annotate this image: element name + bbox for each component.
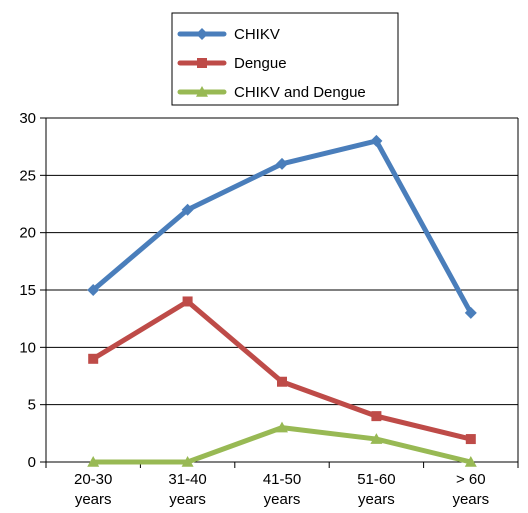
x-tick-label: years [75,491,112,508]
y-tick-label: 10 [19,339,36,356]
x-tick-label: 51-60 [357,471,395,488]
data-point-chikv [370,134,383,147]
legend-label: CHIKV and Dengue [234,84,366,101]
data-point-dengue [465,434,476,445]
y-tick-label: 25 [19,167,36,184]
data-point-chikv [181,203,194,216]
legend-item-chikv: CHIKV [177,26,280,43]
data-point-chikv [87,284,100,296]
series-line-dengue [90,298,474,442]
x-tick-label: years [264,491,301,508]
series-chikv [87,134,477,319]
x-tick-label: years [358,491,395,508]
x-tick-label: years [169,491,206,508]
data-point-chikv-and-dengue [87,456,100,467]
data-point-chikv-and-dengue [276,421,288,433]
series-chikv-and-dengue [87,421,477,467]
x-axis-ticks: 20-30 years 31-40 years 41-50 years 51-60 years… [45,462,519,508]
legend: CHIKV Dengue CHIKV and Dengue [171,12,399,106]
series-dengue [88,296,476,445]
data-point-chikv-and-dengue [464,456,477,467]
legend-swatch-marker [197,58,207,68]
x-tick-label: years [452,491,489,508]
legend-label: Dengue [234,55,287,72]
data-point-chikv-and-dengue [370,433,383,444]
y-tick-label: 0 [28,454,36,471]
y-tick-label: 5 [28,397,36,414]
data-point-dengue [277,376,287,387]
x-tick-label: > 60 [456,471,486,488]
data-point-dengue [371,411,382,422]
x-tick-label: 20-30 [74,471,112,488]
y-tick-label: 15 [19,282,36,299]
series-layer [87,134,477,467]
y-tick-label: 20 [19,225,36,242]
data-point-dengue [182,296,193,307]
x-tick-label: 31-40 [168,471,206,488]
legend-swatch-marker [196,86,208,97]
legend-item-dengue: Dengue [177,55,287,72]
data-point-chikv [276,157,288,170]
x-tick-label: 41-50 [263,471,301,488]
legend-swatch-marker [196,28,208,40]
legend-label: CHIKV [234,26,280,43]
y-axis-ticks: 0 5 10 15 20 25 30 [19,110,46,471]
data-point-chikv-and-dengue [181,456,194,467]
series-line-chikv-and-dengue [90,425,474,465]
y-tick-label: 30 [19,110,36,127]
data-point-dengue [88,353,99,364]
data-point-chikv [464,306,477,319]
legend-item-chikv-and-dengue: CHIKV and Dengue [177,84,366,101]
